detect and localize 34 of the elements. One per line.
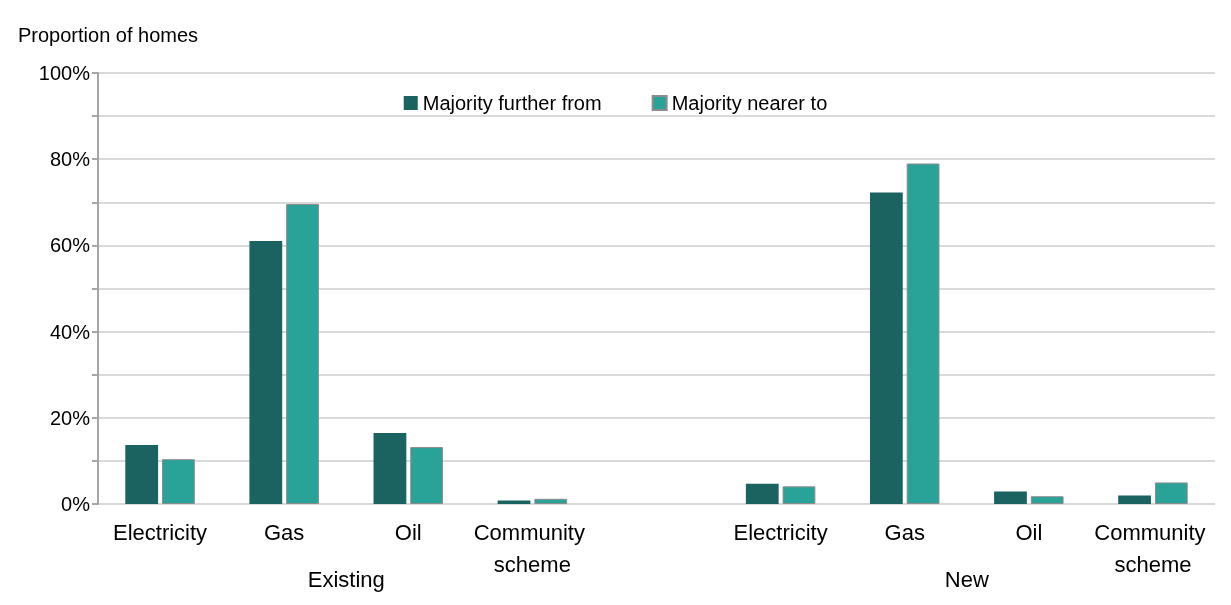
x-tick-label: Community scheme: [473, 519, 592, 577]
bar: [162, 459, 195, 504]
y-tick-label: 100%: [38, 62, 91, 84]
x-tick-label: Gas: [884, 519, 925, 545]
y-axis-title: Proportion of homes: [18, 24, 199, 46]
text: New: [944, 566, 989, 592]
x-tick-label: Gas: [263, 519, 305, 545]
x-tick-label: Community scheme: [1094, 519, 1212, 577]
y-tick-label: 40%: [49, 320, 91, 343]
y-tick-label: 60%: [49, 234, 91, 257]
y-tick-label: 0%: [61, 493, 91, 515]
legend-label: Majority nearer to: [671, 92, 828, 114]
x-tick-label: Electricity: [733, 519, 828, 545]
bar: [373, 432, 407, 504]
y-tick-label: 80%: [49, 148, 91, 171]
bar: [994, 491, 1027, 504]
bar: [410, 447, 444, 504]
y-tick-label: 20%: [49, 406, 91, 429]
x-tick-label: Oil: [1015, 519, 1043, 545]
bar: [286, 204, 319, 504]
bar: [534, 498, 568, 504]
bar: [1154, 482, 1188, 504]
x-tick-label: Electricity: [112, 519, 208, 545]
bar: [249, 241, 283, 504]
text: Existing: [307, 566, 385, 592]
bar: [125, 444, 159, 504]
bar: [782, 486, 816, 504]
bar: [745, 483, 779, 504]
bar: [869, 192, 903, 504]
bar: [1118, 495, 1151, 504]
legend-label: Majority further from: [422, 92, 602, 114]
x-tick-label: Oil: [394, 519, 422, 545]
bar: [906, 163, 940, 504]
bar: [1030, 496, 1064, 504]
